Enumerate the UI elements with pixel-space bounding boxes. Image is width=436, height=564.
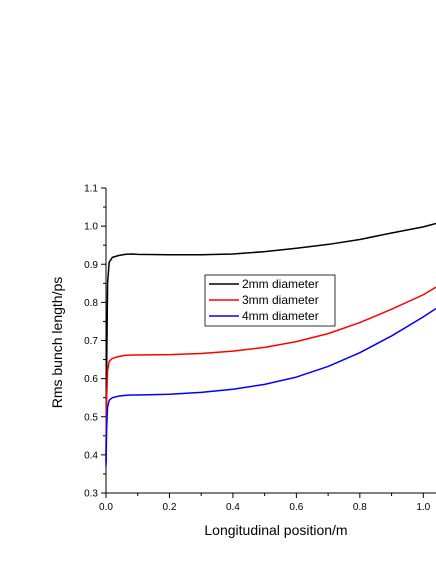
series-line-2 [105,286,436,455]
y-tick-label: 1.0 [84,222,98,233]
legend-items: 2mm diameter 3mm diameter 4mm diameter [209,277,319,323]
y-tick-label: 0.7 [84,336,98,347]
x-tick-label: 1.0 [416,502,430,513]
x-axis-title: Longitudinal position/m [204,522,347,538]
y-tick-label: 0.9 [84,260,98,271]
legend-label-2: 3mm diameter [242,293,319,307]
x-tick-label: 0.6 [289,502,303,513]
y-tick-label: 0.5 [84,412,98,423]
y-tick-label: 0.3 [84,489,98,500]
x-tick-label: 0.2 [163,502,177,513]
y-tick-label: 0.4 [84,450,98,461]
x-tick-label: 0.0 [99,502,113,513]
y-tick-label: 0.8 [84,298,98,309]
legend-label-1: 2mm diameter [242,277,319,291]
y-tick-label: 1.1 [84,184,98,195]
y-axis-title: Rms bunch length/ps [49,277,65,409]
legend-label-3: 4mm diameter [242,309,319,323]
legend: 2mm diameter 3mm diameter 4mm diameter [204,274,336,327]
y-axis-ticks: 0.3 0.4 0.5 0.6 0.7 0.8 0.9 1.0 1.1 [84,184,106,500]
series-lines [105,222,436,467]
series-line-3 [105,307,436,467]
plot-area: 0.0 0.2 0.4 0.6 0.8 1.0 0.3 0.4 0.5 0.6 0.7 0.8 0.9… [84,184,436,513]
x-tick-label: 0.4 [226,502,240,513]
series-line-1 [105,222,436,463]
y-tick-label: 0.6 [84,374,98,385]
x-axis-ticks: 0.0 0.2 0.4 0.6 0.8 1.0 [99,493,431,513]
x-tick-label: 0.8 [353,502,367,513]
